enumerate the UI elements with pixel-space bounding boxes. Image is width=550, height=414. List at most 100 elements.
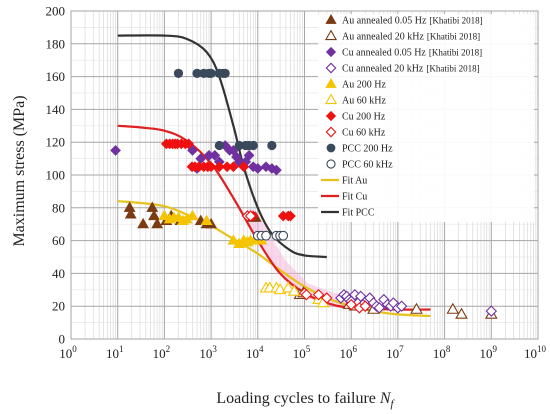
legend-series-name: Cu 200 Hz (342, 112, 386, 123)
legend-label: Au annealed 20 kHz [Khatibi 2018] (342, 32, 480, 43)
legend-label: Cu annealed 0.05 Hz [Khatibi 2018] (342, 48, 482, 59)
x-tick-base: 10 (199, 346, 212, 361)
x-tick-exponent: 8 (446, 344, 451, 354)
x-tick-label: 109 (480, 344, 498, 361)
x-tick-exponent: 1 (119, 344, 124, 354)
x-tick-base: 10 (433, 346, 446, 361)
x-tick-label: 108 (433, 344, 451, 361)
legend-entry: Au annealed 0.05 Hz [Khatibi 2018] (325, 14, 483, 27)
x-tick-label: 1010 (524, 344, 547, 361)
x-tick-base: 10 (339, 346, 352, 361)
y-tick-label: 100 (46, 168, 66, 183)
legend-entry: PCC 60 kHz (326, 159, 393, 171)
legend-series-name: Fit Au (342, 176, 367, 187)
cu-annealed-0.05-hz-point (110, 145, 121, 156)
cu-200-hz-point (183, 138, 194, 150)
legend-reference: [Khatibi 2018] (426, 64, 479, 74)
legend-series-name: PCC 200 Hz (342, 144, 393, 155)
x-axis-title-symbol: N (379, 390, 392, 407)
legend-label: Au 200 Hz (342, 80, 386, 91)
x-tick-exponent: 4 (259, 344, 264, 354)
legend-entry: Fit Cu (321, 192, 367, 203)
cu-200-hz-point (205, 161, 217, 173)
x-tick-base: 10 (293, 346, 306, 361)
legend-series-name: Fit PCC (342, 208, 375, 219)
legend-label: PCC 60 kHz (342, 160, 393, 171)
cu-60-khz-point (359, 300, 371, 312)
x-axis-title-text: Loading cycles to failure (216, 390, 380, 407)
legend-marker-swatch (324, 93, 338, 105)
pcc-200-hz-point (220, 68, 230, 78)
pcc-200-hz-point (214, 140, 224, 151)
legend-entry: Au annealed 20 kHz [Khatibi 2018] (324, 29, 480, 43)
x-tick-label: 100 (59, 344, 77, 361)
au-200-hz-point (200, 214, 213, 225)
legend-background (318, 14, 534, 222)
x-tick-base: 10 (386, 346, 399, 361)
x-tick-base: 10 (246, 346, 259, 361)
cu-annealed-0.05-hz-point (243, 149, 255, 161)
legend-series-name: PCC 60 kHz (342, 160, 393, 171)
x-tick-label: 105 (293, 344, 311, 361)
pcc-60-khz-point (278, 230, 289, 241)
cu-200-hz-point (228, 161, 239, 173)
legend-marker-swatch (325, 110, 337, 122)
legend-series-name: Au annealed 20 kHz (342, 32, 424, 43)
legend-series-name: Au annealed 0.05 Hz (342, 16, 427, 27)
y-tick-label: 20 (52, 299, 65, 314)
legend-label: PCC 200 Hz (342, 144, 393, 155)
x-tick-exponent: 9 (493, 344, 498, 354)
au-200-hz-point (158, 209, 171, 221)
legend-reference: [Khatibi 2018] (429, 48, 482, 58)
x-axis-title-subscript: f (391, 398, 396, 410)
cu-60-khz-point (312, 288, 325, 301)
x-tick-label: 103 (199, 344, 217, 361)
legend-reference: [Khatibi 2018] (427, 32, 480, 42)
cu-60-khz-point (321, 292, 333, 304)
x-tick-base: 10 (524, 346, 537, 361)
x-tick-exponent: 0 (72, 344, 77, 354)
x-tick-base: 10 (59, 346, 72, 361)
au-annealed-0.05-hz-point (146, 201, 159, 212)
cu-annealed-20-khz-point (485, 305, 498, 317)
y-tick-label: 0 (59, 332, 66, 347)
legend-entry: Cu annealed 0.05 Hz [Khatibi 2018] (325, 46, 482, 59)
cu-200-hz-point (213, 161, 225, 173)
y-tick-labels: 0 20 40 60 80 100 120 140 160 180 200 (46, 4, 66, 347)
legend-series-name: Cu annealed 20 kHz (342, 64, 424, 75)
y-tick-label: 80 (52, 200, 65, 215)
au-annealed-0.05-hz-point (148, 209, 160, 221)
x-tick-label: 107 (386, 344, 404, 361)
legend-entry: Au 60 kHz (324, 93, 386, 107)
x-tick-exponent: 5 (306, 344, 311, 354)
legend-entry: Fit PCC (321, 208, 375, 219)
legend-series-name: Au 200 Hz (342, 80, 386, 91)
pcc-60-khz-point (261, 230, 271, 241)
legend-marker-swatch (325, 46, 337, 58)
y-tick-label: 120 (46, 135, 66, 150)
cu-60-khz-point (300, 288, 313, 301)
pcc-200-hz-point (248, 140, 258, 151)
au-annealed-0.05-hz-point (137, 217, 150, 229)
cu-200-hz-point (238, 161, 250, 173)
legend-label: Fit PCC (342, 208, 375, 219)
cu-60-khz-point (345, 298, 357, 311)
y-tick-label: 160 (46, 69, 66, 84)
data-markers (110, 68, 498, 319)
x-tick-labels: 100 101 102 103 104 105 106 107 108 109 1010 (59, 344, 546, 361)
cu-annealed-0.05-hz-point (271, 164, 282, 176)
au-annealed-0.05-hz-point (124, 208, 137, 219)
legend-entry: Au 200 Hz (325, 78, 386, 91)
x-tick-exponent: 10 (537, 344, 547, 354)
x-tick-exponent: 6 (352, 344, 357, 354)
y-tick-label: 200 (46, 4, 66, 19)
legend-label: Cu 60 kHz (342, 128, 386, 139)
x-tick-base: 10 (106, 346, 119, 361)
legend-marker-swatch (325, 62, 337, 74)
legend-entry: Cu annealed 20 kHz [Khatibi 2018] (325, 62, 480, 75)
legend-label: Cu 200 Hz (342, 112, 386, 123)
x-tick-label: 101 (106, 344, 124, 361)
legend-label: Au annealed 0.05 Hz [Khatibi 2018] (342, 16, 483, 27)
y-tick-label: 40 (52, 266, 65, 281)
